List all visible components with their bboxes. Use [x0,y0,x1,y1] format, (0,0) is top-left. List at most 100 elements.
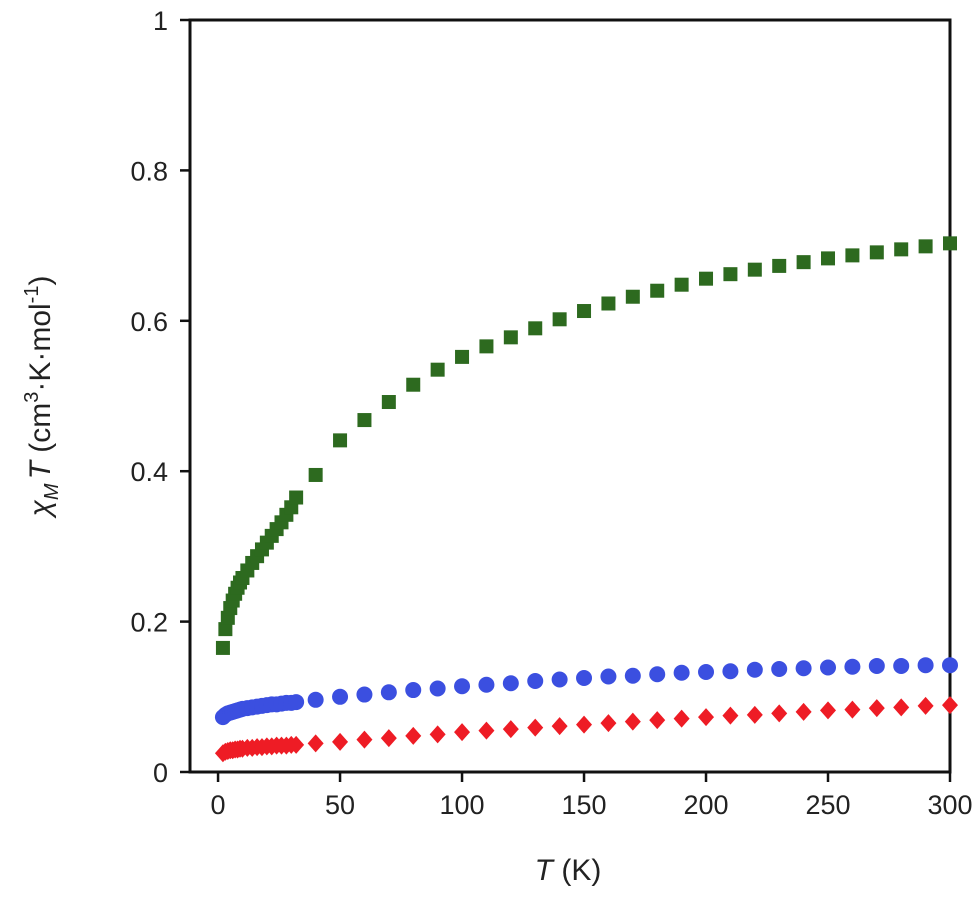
y-label-unit: (cm [24,403,57,461]
data-point [215,640,230,655]
data-point [820,659,837,676]
data-point [576,670,593,686]
data-point [527,718,544,737]
y-label-sup: -1 [21,286,43,304]
data-point [821,251,836,266]
x-axis-label: T (K) [535,854,602,887]
data-point [332,732,349,751]
data-point [600,714,617,733]
y-tick-label: 0.8 [130,156,168,186]
data-point [380,729,397,748]
data-point [601,296,616,311]
data-point [943,236,957,251]
data-point [288,694,305,711]
data-point [405,682,422,699]
data-point [649,666,666,683]
data-point [844,658,861,675]
data-point [218,622,233,637]
data-point [429,725,446,744]
data-point [747,262,762,277]
y-label-unit: ·K·mol [24,303,57,391]
data-point [917,657,934,674]
data-point [673,709,690,728]
data-point [380,684,397,701]
data-point [333,433,348,448]
data-point [650,283,665,298]
data-point [893,698,910,717]
data-point [795,660,812,677]
data-point [503,330,518,345]
data-point [699,271,714,286]
data-point [868,699,885,718]
y-tick-label: 0.2 [130,608,168,638]
data-point [551,671,568,688]
data-point [455,349,470,364]
data-point [722,706,739,725]
data-point [649,711,666,730]
x-tick-label: 100 [440,790,485,820]
data-point [356,730,373,749]
data-point [772,258,787,273]
data-point [771,660,788,677]
data-point [868,657,885,674]
data-point [796,255,811,270]
data-point [289,490,304,505]
data-point [918,239,933,254]
data-point [479,339,494,354]
plot-frame [188,18,952,774]
data-point [405,726,422,745]
data-point [478,721,495,740]
data-point [795,702,812,721]
data-point [307,691,324,708]
data-point [454,723,471,742]
data-point [894,242,909,257]
y-axis-label: χMT (cm3·K·mol-1) [21,276,63,520]
x-tick-label: 0 [211,790,226,820]
data-point [308,467,323,482]
data-point [406,377,421,392]
data-point [528,321,543,336]
data-point [820,701,837,720]
data-point [771,704,788,723]
x-label-symbol: T [535,854,556,887]
data-point [356,686,373,703]
x-label-unit: (K) [553,854,601,887]
data-point [917,696,934,715]
data-point [942,696,958,715]
data-point [307,734,324,753]
data-point [502,675,519,692]
y-label-sup: 3 [21,392,43,403]
data-point [674,277,689,292]
y-tick-label: 0.4 [130,457,168,487]
data-point [577,304,592,319]
data-point [698,708,715,727]
data-point [746,661,763,678]
data-point [576,715,593,734]
data-point [893,657,910,674]
data-point [625,289,640,304]
y-tick-label: 1 [153,6,168,36]
data-point [673,664,690,681]
data-point [552,312,567,327]
data-point [722,663,739,680]
data-point [332,688,349,705]
data-point [527,673,544,690]
data-point [430,362,445,377]
x-tick-label: 150 [561,790,606,820]
data-point [746,705,763,724]
data-point [845,248,860,263]
x-tick-label: 250 [805,790,850,820]
y-tick-label: 0 [153,758,168,788]
y-label-symbol: T [24,458,57,479]
x-tick-label: 200 [683,790,728,820]
data-point [502,720,519,739]
data-point [869,245,884,260]
y-label-chi: χ [24,499,57,519]
data-point [478,676,495,693]
y-label-unit: ) [24,276,57,286]
data-point [698,663,715,680]
data-point [288,735,305,754]
data-point [600,668,617,685]
data-point [942,657,958,674]
data-point [454,678,471,695]
